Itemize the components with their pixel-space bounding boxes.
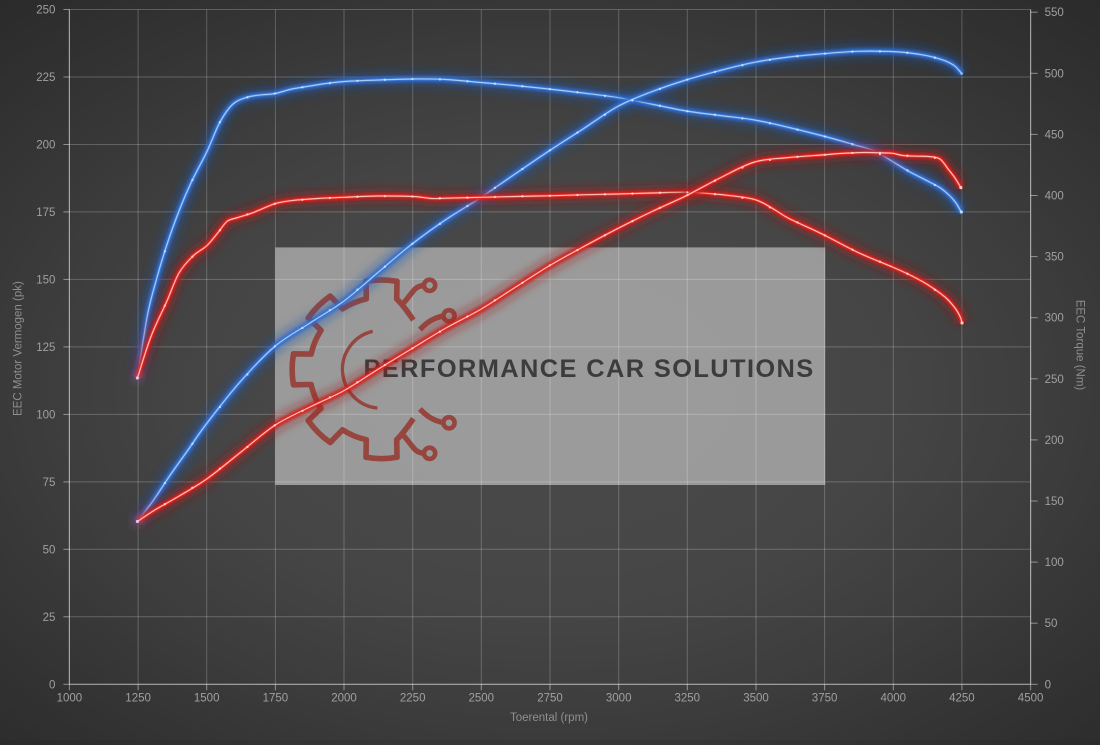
svg-text:4000: 4000 xyxy=(881,692,907,704)
svg-text:500: 500 xyxy=(1045,68,1064,80)
svg-text:125: 125 xyxy=(36,342,55,354)
svg-text:4250: 4250 xyxy=(949,692,975,704)
svg-text:150: 150 xyxy=(36,274,55,286)
svg-text:Toerental (rpm): Toerental (rpm) xyxy=(510,712,588,724)
svg-text:3750: 3750 xyxy=(812,692,838,704)
svg-text:1250: 1250 xyxy=(125,692,151,704)
svg-text:25: 25 xyxy=(43,612,56,624)
svg-text:50: 50 xyxy=(1045,618,1058,630)
svg-text:50: 50 xyxy=(43,544,56,556)
svg-text:250: 250 xyxy=(1045,374,1064,386)
svg-text:300: 300 xyxy=(1045,313,1064,325)
svg-text:2500: 2500 xyxy=(469,692,495,704)
svg-text:450: 450 xyxy=(1045,129,1064,141)
svg-text:2000: 2000 xyxy=(331,692,357,704)
svg-text:350: 350 xyxy=(1045,252,1064,264)
svg-text:100: 100 xyxy=(1045,557,1064,569)
svg-text:0: 0 xyxy=(49,679,55,691)
svg-text:EEC Motor Vermogen (pk): EEC Motor Vermogen (pk) xyxy=(13,281,25,416)
svg-text:3500: 3500 xyxy=(743,692,769,704)
svg-text:100: 100 xyxy=(36,409,55,421)
svg-text:EEC Torque (Nm): EEC Torque (Nm) xyxy=(1074,300,1086,391)
svg-text:200: 200 xyxy=(36,140,55,152)
svg-text:4500: 4500 xyxy=(1018,692,1044,704)
svg-text:2750: 2750 xyxy=(537,692,563,704)
svg-text:3250: 3250 xyxy=(675,692,701,704)
svg-text:175: 175 xyxy=(36,207,55,219)
svg-text:PERFORMANCE CAR SOLUTIONS: PERFORMANCE CAR SOLUTIONS xyxy=(364,355,815,383)
svg-text:3000: 3000 xyxy=(606,692,632,704)
svg-text:400: 400 xyxy=(1045,191,1064,203)
svg-text:250: 250 xyxy=(36,5,55,17)
svg-text:550: 550 xyxy=(1045,7,1064,19)
svg-text:200: 200 xyxy=(1045,435,1064,447)
svg-text:1500: 1500 xyxy=(194,692,220,704)
svg-text:2250: 2250 xyxy=(400,692,426,704)
svg-text:150: 150 xyxy=(1045,496,1064,508)
svg-text:225: 225 xyxy=(36,72,55,84)
svg-text:75: 75 xyxy=(43,477,56,489)
svg-text:1000: 1000 xyxy=(57,692,83,704)
svg-text:1750: 1750 xyxy=(263,692,289,704)
svg-text:0: 0 xyxy=(1045,679,1051,691)
